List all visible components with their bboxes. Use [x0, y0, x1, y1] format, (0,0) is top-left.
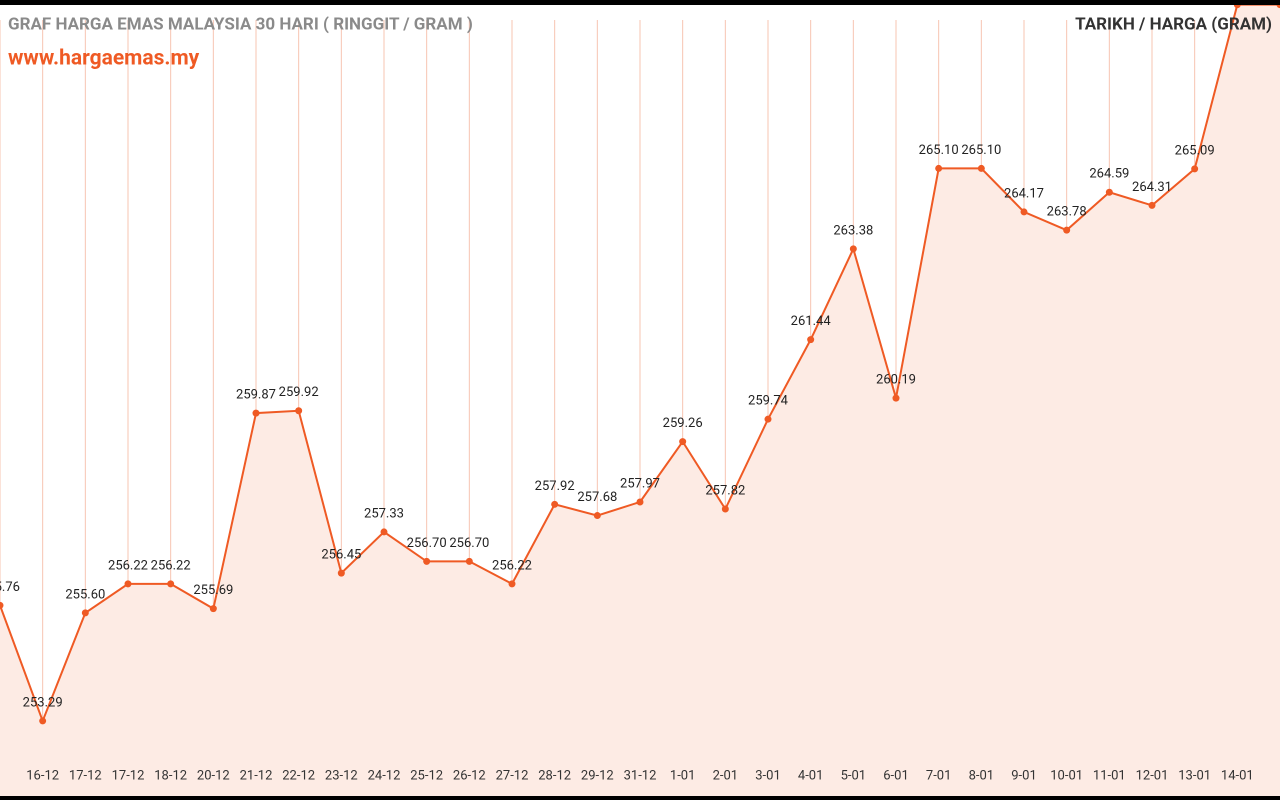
x-tick-label: 26-12	[453, 768, 486, 783]
point	[1191, 165, 1199, 173]
x-tick-label: 24-12	[368, 768, 401, 783]
bottom-border	[0, 796, 1280, 800]
value-label: 259.26	[663, 416, 703, 431]
point	[423, 557, 431, 565]
value-label: 257.92	[535, 479, 575, 494]
point	[1020, 208, 1028, 216]
point	[1063, 226, 1071, 234]
x-tick-label: 18-12	[154, 768, 187, 783]
point	[252, 409, 260, 417]
value-label: 257.97	[620, 476, 660, 491]
point	[81, 609, 89, 617]
point	[1148, 201, 1156, 209]
x-tick-label: 6-01	[883, 768, 909, 783]
x-tick-label: 21-12	[240, 768, 273, 783]
x-tick-label: 25-12	[410, 768, 443, 783]
point	[679, 438, 687, 446]
value-label: 257.82	[705, 483, 745, 498]
value-label: 257.33	[364, 506, 404, 521]
x-tick-label: 2-01	[713, 768, 739, 783]
value-label: 264.59	[1089, 167, 1129, 182]
value-label: 256.22	[108, 558, 148, 573]
value-label: 255.69	[193, 583, 233, 598]
value-label: 259.87	[236, 388, 276, 403]
point	[977, 164, 985, 172]
point	[807, 336, 815, 344]
point	[636, 498, 644, 506]
point	[508, 580, 516, 588]
x-tick-label: 12-01	[1136, 768, 1169, 783]
point	[337, 569, 345, 577]
x-tick-label: 16-12	[26, 768, 59, 783]
value-label: 256.45	[321, 548, 361, 563]
value-label: 264.17	[1004, 186, 1044, 201]
point	[39, 717, 47, 725]
x-tick-label: 9-01	[1011, 768, 1037, 783]
value-label: 256.70	[449, 536, 489, 551]
value-label: 256.22	[492, 558, 532, 573]
point	[935, 164, 943, 172]
point	[124, 580, 132, 588]
x-tick-label: 8-01	[969, 768, 995, 783]
x-tick-label: 23-12	[325, 768, 358, 783]
x-tick-label: 10-01	[1050, 768, 1083, 783]
x-tick-label: 4-01	[798, 768, 824, 783]
x-tick-label: 29-12	[581, 768, 614, 783]
x-tick-label: 28-12	[538, 768, 571, 783]
x-tick-label: 20-12	[197, 768, 230, 783]
value-label: 264.31	[1132, 180, 1172, 195]
x-tick-label: 11-01	[1093, 768, 1126, 783]
area	[0, 4, 1280, 797]
chart-subtitle: www.hargaemas.my	[8, 47, 200, 71]
value-label: 259.92	[279, 385, 319, 400]
value-label: 263.78	[1047, 205, 1087, 220]
value-label: 265.10	[919, 143, 959, 158]
value-label: 256.22	[151, 558, 191, 573]
x-tick-label: 17-12	[112, 768, 145, 783]
point	[0, 601, 4, 609]
value-label: 261.44	[791, 314, 832, 329]
value-label: 255.76	[0, 580, 20, 595]
x-tick-label: 13-01	[1178, 768, 1211, 783]
value-label: 265.10	[961, 143, 1001, 158]
point	[593, 512, 601, 520]
value-label: 256.70	[407, 536, 447, 551]
value-label: 259.74	[748, 394, 789, 409]
top-border	[0, 0, 1280, 5]
x-tick-label: 27-12	[496, 768, 529, 783]
x-tick-label: 3-01	[755, 768, 781, 783]
value-label: 255.60	[65, 587, 105, 602]
point	[380, 528, 388, 536]
value-label: 263.38	[833, 223, 873, 238]
point	[465, 557, 473, 565]
x-tick-label: 22-12	[282, 768, 315, 783]
point	[721, 505, 729, 513]
point	[892, 394, 900, 402]
x-tick-label: 1-01	[670, 768, 696, 783]
point	[167, 580, 175, 588]
x-tick-label: 5-01	[841, 768, 867, 783]
value-label: 253.29	[23, 695, 63, 710]
value-label: 260.19	[876, 373, 916, 388]
point	[551, 500, 559, 508]
x-tick-label: 14-01	[1221, 768, 1254, 783]
point	[1105, 188, 1113, 196]
annotation: TARIKH / HARGA (GRAM)	[1075, 14, 1272, 34]
value-label: 265.09	[1175, 143, 1215, 158]
x-tick-label: 31-12	[624, 768, 657, 783]
point	[764, 415, 772, 423]
point	[209, 605, 217, 613]
chart-title: GRAF HARGA EMAS MALAYSIA 30 HARI ( RINGG…	[8, 14, 473, 34]
point	[849, 245, 857, 253]
x-tick-label: 7-01	[926, 768, 952, 783]
point	[295, 407, 303, 415]
x-tick-label: 17-12	[69, 768, 102, 783]
value-label: 257.68	[577, 490, 617, 505]
